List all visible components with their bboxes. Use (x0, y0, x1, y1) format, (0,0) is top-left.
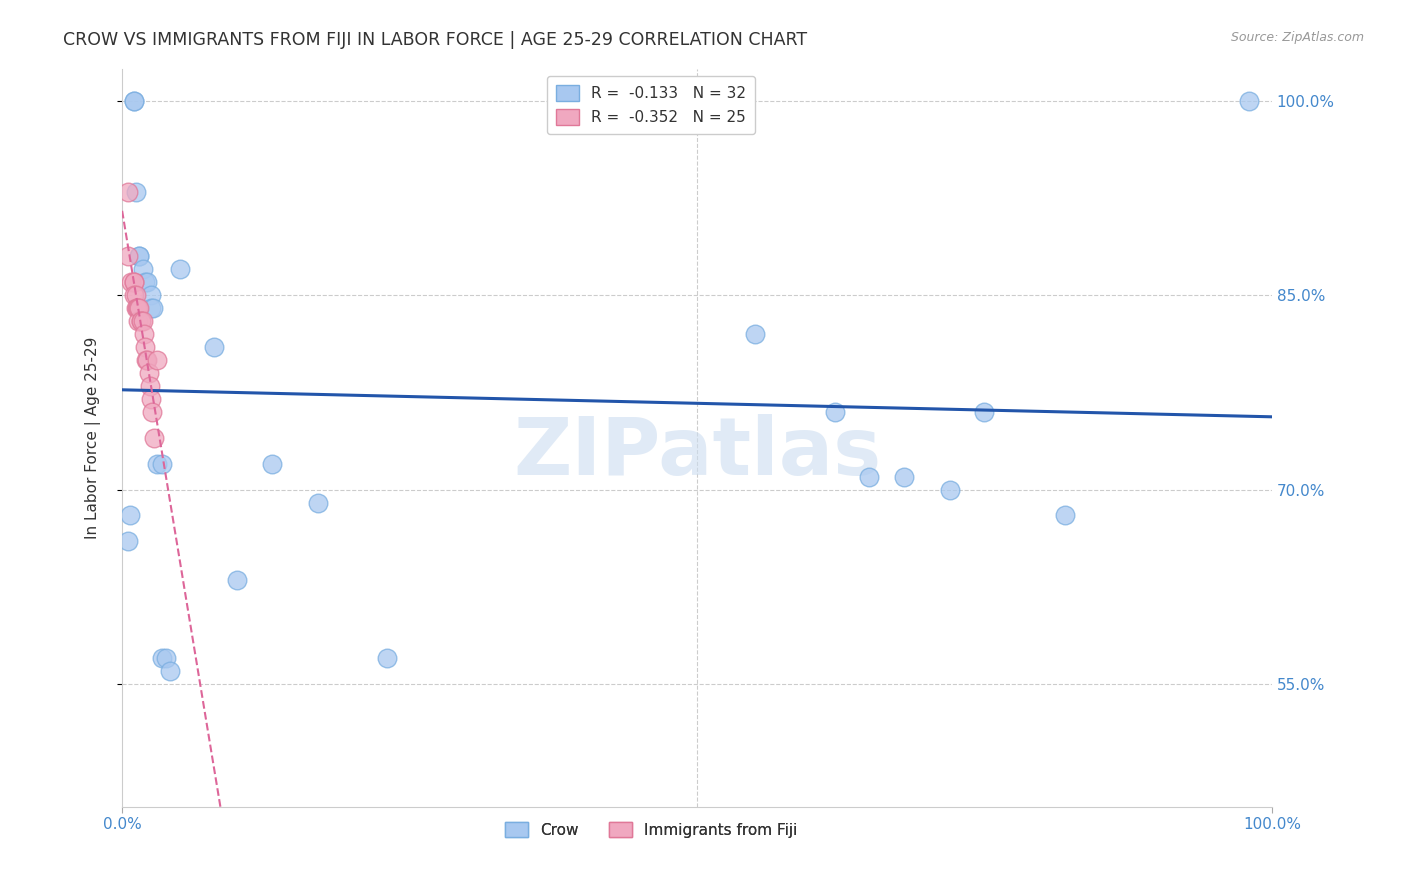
Point (169, 262, 191, 277)
Point (122, 288, 145, 302)
Point (143, 431, 166, 445)
Point (893, 469, 915, 483)
Point (125, 301, 148, 316)
Point (132, 262, 155, 277)
Point (128, 301, 150, 316)
Point (122, 94, 145, 108)
Point (122, 275, 145, 289)
Point (155, 651, 177, 665)
Point (134, 275, 156, 289)
Point (136, 353, 159, 368)
Y-axis label: In Labor Force | Age 25-29: In Labor Force | Age 25-29 (86, 336, 101, 539)
Point (150, 457, 173, 471)
Point (139, 301, 162, 316)
Point (939, 483, 962, 497)
Point (1053, 508, 1076, 523)
Point (226, 574, 249, 588)
Point (129, 314, 152, 328)
Point (125, 185, 148, 199)
Point (117, 534, 139, 549)
Point (973, 405, 995, 419)
Point (120, 508, 142, 523)
Point (117, 249, 139, 263)
Point (129, 314, 152, 328)
Text: Source: ZipAtlas.com: Source: ZipAtlas.com (1230, 31, 1364, 45)
Point (307, 495, 329, 509)
Point (135, 353, 157, 368)
Point (136, 275, 159, 289)
Point (260, 457, 283, 471)
Point (139, 288, 162, 302)
Point (202, 340, 225, 354)
Point (128, 249, 150, 263)
Text: ZIPatlas: ZIPatlas (513, 414, 882, 491)
Point (375, 651, 398, 665)
Point (132, 314, 155, 328)
Point (132, 327, 155, 342)
Point (122, 94, 145, 108)
Point (125, 301, 148, 316)
Point (141, 405, 163, 419)
Point (122, 275, 145, 289)
Point (142, 301, 165, 316)
Point (150, 651, 173, 665)
Point (744, 327, 766, 342)
Point (159, 664, 181, 678)
Point (824, 405, 846, 419)
Point (117, 185, 139, 199)
Point (134, 340, 156, 354)
Point (128, 249, 150, 263)
Legend: Crow, Immigrants from Fiji: Crow, Immigrants from Fiji (499, 815, 803, 844)
Point (125, 288, 148, 302)
Point (127, 314, 149, 328)
Point (145, 353, 167, 368)
Point (138, 366, 160, 380)
Point (145, 457, 167, 471)
Point (139, 392, 162, 406)
Point (1237, 94, 1260, 108)
Point (858, 469, 880, 483)
Text: CROW VS IMMIGRANTS FROM FIJI IN LABOR FORCE | AGE 25-29 CORRELATION CHART: CROW VS IMMIGRANTS FROM FIJI IN LABOR FO… (63, 31, 807, 49)
Point (127, 301, 149, 316)
Point (138, 379, 160, 393)
Point (120, 275, 142, 289)
